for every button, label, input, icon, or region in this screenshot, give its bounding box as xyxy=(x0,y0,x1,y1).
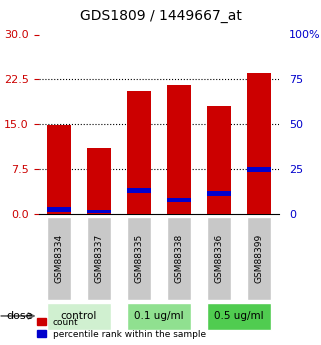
FancyBboxPatch shape xyxy=(47,303,111,330)
FancyBboxPatch shape xyxy=(127,303,191,330)
Bar xyxy=(247,73,271,214)
Bar xyxy=(87,148,111,214)
Text: GSM88399: GSM88399 xyxy=(255,234,264,283)
Text: control: control xyxy=(60,311,97,321)
Text: GSM88338: GSM88338 xyxy=(174,234,184,283)
Text: GSM88336: GSM88336 xyxy=(214,234,224,283)
FancyBboxPatch shape xyxy=(127,217,151,300)
Text: GSM88337: GSM88337 xyxy=(94,234,103,283)
Text: 0.1 ug/ml: 0.1 ug/ml xyxy=(134,311,184,321)
Bar xyxy=(47,207,71,211)
Bar xyxy=(207,191,231,196)
Bar xyxy=(47,125,71,214)
Text: dose: dose xyxy=(6,311,33,321)
Bar xyxy=(247,167,271,172)
FancyBboxPatch shape xyxy=(87,217,111,300)
Bar xyxy=(87,210,111,213)
FancyBboxPatch shape xyxy=(207,303,271,330)
FancyBboxPatch shape xyxy=(247,217,271,300)
Text: GSM88335: GSM88335 xyxy=(134,234,143,283)
Legend: count, percentile rank within the sample: count, percentile rank within the sample xyxy=(37,318,206,339)
Text: GDS1809 / 1449667_at: GDS1809 / 1449667_at xyxy=(80,9,241,23)
FancyBboxPatch shape xyxy=(47,217,71,300)
Text: 0.5 ug/ml: 0.5 ug/ml xyxy=(214,311,264,321)
Bar xyxy=(167,198,191,202)
FancyBboxPatch shape xyxy=(167,217,191,300)
Bar xyxy=(127,91,151,214)
Bar xyxy=(167,85,191,214)
FancyBboxPatch shape xyxy=(207,217,231,300)
Text: GSM88334: GSM88334 xyxy=(54,234,63,283)
Bar xyxy=(127,188,151,193)
Bar xyxy=(207,106,231,214)
